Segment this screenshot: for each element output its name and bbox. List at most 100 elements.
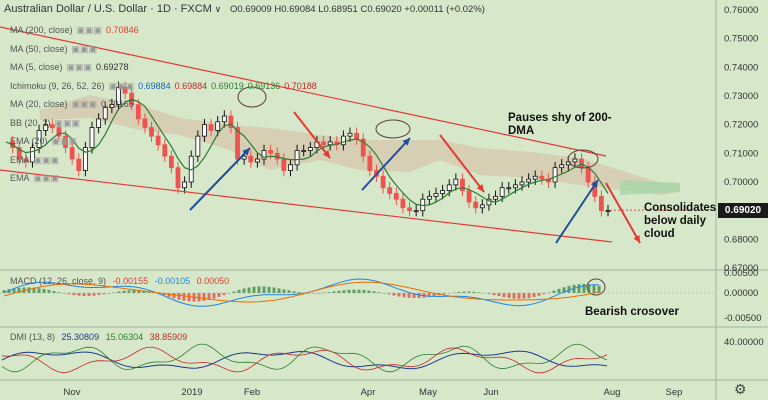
macd-histogram-bar (457, 291, 461, 293)
macd-histogram-bar (532, 293, 536, 298)
macd-legend: MACD (12, 26, close, 9) -0.00155 -0.0010… (10, 276, 229, 286)
macd-histogram-bar (297, 292, 301, 293)
dmi-legend: DMI (13, 8) 25.30809 15.06304 38.85909 (10, 332, 187, 342)
macd-histogram-bar (317, 292, 321, 294)
indicator-row[interactable]: EMA (20) ▣▣▣ (10, 136, 77, 147)
candle-body (23, 158, 29, 163)
macd-histogram-bar (382, 293, 386, 294)
candle-body (539, 175, 545, 180)
macd-histogram-bar (242, 288, 246, 293)
macd-histogram-bar (417, 293, 421, 298)
candle-body (135, 104, 141, 120)
indicator-settings-icon[interactable]: ▣▣▣ (33, 173, 60, 183)
x-tick-label: Nov (64, 387, 81, 398)
macd-histogram-bar (567, 285, 571, 293)
indicator-settings-icon[interactable]: ▣▣▣ (76, 25, 103, 35)
gear-icon[interactable]: ⚙ (734, 381, 747, 397)
symbol-title[interactable]: Australian Dollar / U.S. Dollar · 1D · F… (4, 3, 212, 15)
macd-histogram-bar (232, 291, 236, 293)
indicator-settings-icon[interactable]: ▣▣▣ (71, 99, 98, 109)
candle-body (486, 198, 492, 206)
candle-body (116, 87, 121, 106)
macd-histogram-bar (122, 290, 126, 293)
indicator-row[interactable]: MA (20, close) ▣▣▣ 0.70165 (10, 99, 134, 110)
macd-histogram-bar (17, 287, 21, 293)
macd-histogram-bar (522, 293, 526, 299)
indicator-settings-icon[interactable]: ▣▣▣ (71, 43, 98, 54)
indicator-settings-icon[interactable]: ▣▣▣ (54, 117, 81, 128)
macd-histogram-bar (177, 293, 181, 300)
chevron-down-icon[interactable]: ∨ (214, 4, 222, 14)
candle-body (532, 175, 538, 180)
indicator-label: BB (20, 2) (10, 117, 51, 128)
macd-histogram-bar (397, 293, 401, 297)
indicator-row[interactable]: EMA ▣▣▣ (10, 173, 59, 184)
candle-body (49, 124, 55, 128)
macd-value: -0.00155 (112, 276, 149, 286)
macd-histogram-bar (537, 293, 541, 296)
macd-histogram-bar (57, 292, 61, 293)
candle-body (142, 118, 148, 128)
candle-body (268, 150, 274, 154)
candle-body (493, 195, 498, 200)
indicator-label: EMA (20) (10, 136, 48, 146)
macd-histogram-bar (67, 293, 71, 295)
macd-label[interactable]: MACD (12, 26, close, 9) (10, 276, 107, 286)
dmi-plus-line (1, 343, 608, 373)
dmi-label[interactable]: DMI (13, 8) (10, 332, 56, 342)
indicator-row[interactable]: MA (5, close) ▣▣▣ 0.69278 (10, 62, 129, 73)
candle-body (512, 184, 518, 189)
candle-body (43, 124, 49, 131)
macd-histogram-bar (252, 286, 256, 293)
candle-body (340, 135, 346, 146)
macd-histogram-bar (2, 290, 6, 293)
macd-histogram-bar (137, 290, 141, 293)
macd-histogram-bar (187, 293, 191, 302)
candle-body (579, 158, 584, 169)
macd-histogram-bar (272, 287, 276, 293)
indicator-value: 0.69278 (96, 62, 129, 72)
macd-histogram-bar (227, 293, 231, 294)
macd-histogram-bar (597, 285, 601, 293)
macd-histogram-bar (427, 293, 431, 298)
candle-body (168, 155, 174, 169)
indicator-settings-icon[interactable]: ▣▣▣ (66, 62, 93, 72)
candle-body (413, 210, 419, 213)
indicator-settings-icon[interactable]: ▣▣▣ (33, 154, 60, 165)
candle-body (16, 147, 22, 160)
down-arrow (439, 134, 485, 193)
macd-histogram-bar (117, 291, 121, 293)
macd-histogram-bar (462, 291, 466, 293)
macd-histogram-bar (492, 293, 496, 296)
down-arrow-head (633, 235, 640, 243)
candle-body (327, 141, 333, 146)
indicator-row[interactable]: BB (20, 2) ▣▣▣ (10, 118, 80, 129)
x-tick-label: May (419, 387, 437, 398)
candle-body (360, 138, 366, 157)
candle-body (433, 193, 439, 197)
macd-line (3, 278, 599, 307)
macd-signal-value: -0.00105 (154, 276, 191, 286)
indicator-label: Ichimoku (9, 26, 52, 26) (10, 80, 105, 91)
candle-body (519, 181, 525, 186)
indicator-settings-icon[interactable]: ▣▣▣ (51, 136, 78, 146)
indicator-row[interactable]: EMA ▣▣▣ (10, 155, 59, 166)
indicator-settings-icon[interactable]: ▣▣▣ (108, 80, 135, 91)
indicator-row[interactable]: MA (200, close) ▣▣▣ 0.70846 (10, 25, 139, 36)
candle-body (301, 150, 307, 152)
macd-histogram-bar (77, 293, 81, 296)
macd-histogram-bar (447, 293, 451, 294)
macd-hist-value: 0.00050 (196, 276, 230, 286)
macd-histogram-bar (557, 288, 561, 293)
macd-histogram-bar (217, 293, 221, 297)
indicator-row[interactable]: MA (50, close) ▣▣▣ (10, 44, 97, 55)
indicator-row[interactable]: Ichimoku (9, 26, 52, 26) ▣▣▣ 0.69884 0.6988… (10, 81, 317, 92)
candle-body (321, 141, 326, 146)
down-arrow (293, 111, 331, 159)
macd-histogram-bar (357, 289, 361, 293)
macd-histogram-bar (402, 293, 406, 298)
candle-body (155, 135, 161, 146)
indicator-label: MA (5, close) (10, 62, 63, 72)
